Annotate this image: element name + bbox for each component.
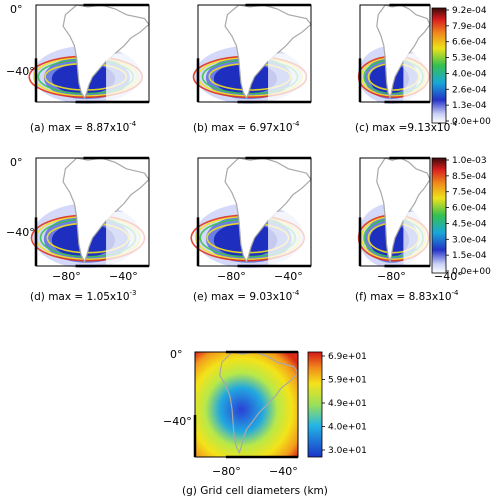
- colorbar-tick-label: 2.6e-04: [452, 85, 487, 95]
- x-label-40-g: −40°: [269, 465, 298, 478]
- caption-a: (a) max = 8.87x10-4: [30, 120, 137, 134]
- colorbar-tick-label: 3.0e+01: [328, 446, 367, 456]
- colorbar-tick-label: 7.5e-04: [452, 188, 487, 198]
- colorbar-tick-label: 0.0e+00: [452, 267, 491, 277]
- caption-b: (b) max = 6.97x10-4: [193, 120, 300, 134]
- map-panel-e: [190, 156, 312, 269]
- caption-f: (f) max = 8.83x10-4: [355, 289, 459, 303]
- colorbar-tick-label: 7.9e-04: [452, 22, 487, 32]
- x-label-80-e: −80°: [217, 270, 246, 283]
- colorbar-row1: 9.2e-04 7.9e-04 6.6e-04 5.3e-04 4.0e-04 2.6e-…: [431, 6, 491, 127]
- colorbar-tick-label: 6.9e+01: [328, 352, 367, 362]
- colorbar-tick-label: 1.3e-04: [452, 101, 487, 111]
- caption-e: (e) max = 9.03x10-4: [193, 289, 300, 303]
- colorbar-tick-label: 1.0e-03: [452, 156, 487, 166]
- caption-c: (c) max =9.13x10-4: [355, 120, 458, 134]
- y-label-40-row3: −40°: [163, 415, 192, 428]
- colorbar-tick-label: 5.3e-04: [452, 54, 487, 64]
- map-panel-a: [28, 3, 150, 104]
- y-label-40-row1: −40°: [6, 65, 35, 78]
- colorbar-tick-label: 4.5e-04: [452, 219, 487, 229]
- colorbar-tick-label: 1.5e-04: [452, 251, 487, 261]
- colorbar-row2: 1.0e-03 8.5e-04 7.5e-04 6.0e-04 4.5e-04 3.0e-…: [431, 156, 491, 277]
- caption-d: (d) max = 1.05x10-3: [30, 289, 136, 303]
- x-label-40-d: −40°: [109, 270, 138, 283]
- colorbar-tick-label: 8.5e-04: [452, 172, 487, 182]
- x-label-80-d: −80°: [52, 270, 81, 283]
- x-label-80-g: −80°: [212, 465, 241, 478]
- colorbar-tick-label: 0.0e+00: [452, 117, 491, 127]
- colorbar-tick-label: 4.0e-04: [452, 69, 487, 79]
- caption-g: (g) Grid cell diameters (km): [182, 485, 328, 497]
- map-panel-d: [30, 156, 150, 269]
- colorbar-tick-label: 5.9e+01: [328, 376, 367, 386]
- map-panel-f: [357, 156, 431, 269]
- colorbar-tick-label: 3.0e-04: [452, 235, 487, 245]
- map-panel-g: [193, 350, 299, 459]
- colorbar-row3: 6.9e+01 5.9e+01 4.9e+01 4.0e+01 3.0e+01: [307, 351, 367, 458]
- map-panel-c: [357, 3, 431, 104]
- colorbar-tick-label: 4.9e+01: [328, 399, 367, 409]
- map-panel-b: [192, 3, 312, 104]
- colorbar-tick-label: 6.6e-04: [452, 38, 487, 48]
- x-label-40-e: −40°: [274, 270, 303, 283]
- y-label-40-row2: −40°: [6, 226, 35, 239]
- colorbar-tick-label: 4.0e+01: [328, 423, 367, 433]
- y-label-0-row3: 0°: [170, 348, 183, 361]
- y-label-0-row2: 0°: [10, 156, 23, 169]
- y-label-0-row1: 0°: [10, 3, 23, 16]
- colorbar-tick-label: 9.2e-04: [452, 6, 487, 16]
- colorbar-tick-label: 6.0e-04: [452, 204, 487, 214]
- x-label-80-f: −80°: [377, 270, 406, 283]
